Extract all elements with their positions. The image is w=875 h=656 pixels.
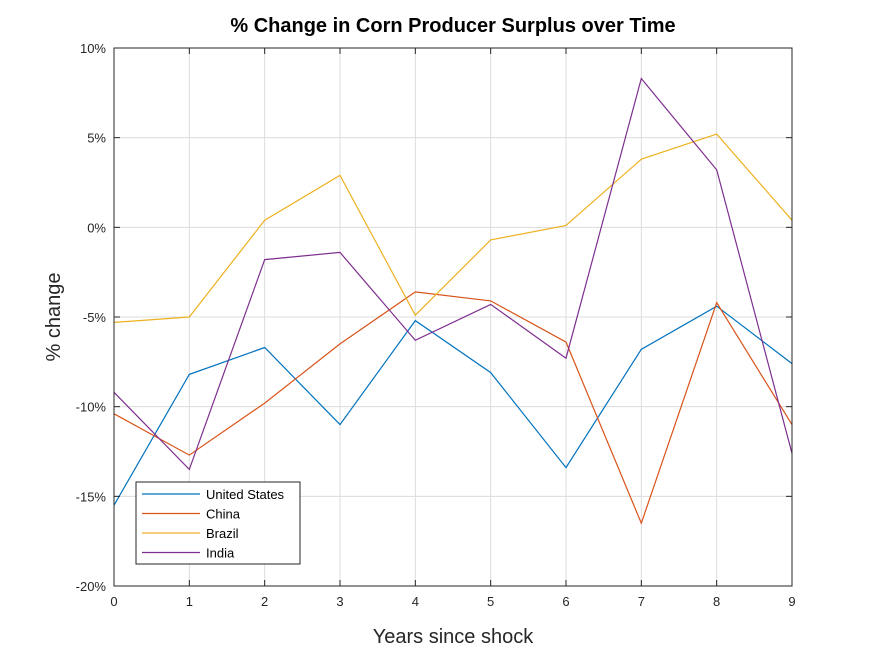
series-line-united-states bbox=[113, 305, 793, 506]
x-tick-label: 7 bbox=[638, 594, 645, 609]
x-tick-label: 5 bbox=[487, 594, 494, 609]
legend-label-united-states: United States bbox=[206, 487, 285, 502]
chart-title: % Change in Corn Producer Surplus over T… bbox=[230, 15, 675, 37]
x-tick-label: 3 bbox=[336, 594, 343, 609]
x-tick-label: 2 bbox=[261, 594, 268, 609]
series-line-brazil bbox=[113, 133, 793, 323]
y-axis-label: % change bbox=[43, 273, 65, 362]
y-tick-label: 10% bbox=[80, 41, 106, 56]
ticks: 0 1 2 3 4 5 6 7 8 9 -20% -15% -10% -5% 0% 5% 10% bbox=[76, 41, 796, 609]
legend-label-china: China bbox=[206, 507, 241, 522]
y-tick-label: 5% bbox=[87, 131, 106, 146]
series-lines bbox=[113, 77, 793, 525]
series-line-india bbox=[113, 77, 793, 471]
series-line-china bbox=[113, 291, 793, 525]
legend-label-india: India bbox=[206, 546, 235, 561]
y-tick-label: 0% bbox=[87, 220, 106, 235]
x-tick-label: 9 bbox=[788, 594, 795, 609]
y-tick-label: -5% bbox=[83, 310, 107, 325]
legend-box bbox=[135, 481, 301, 565]
x-tick-label: 0 bbox=[110, 594, 117, 609]
x-tick-label: 8 bbox=[713, 594, 720, 609]
legend: United States China Brazil India bbox=[135, 481, 301, 565]
y-tick-label: -10% bbox=[76, 400, 107, 415]
x-tick-label: 4 bbox=[412, 594, 419, 609]
x-tick-label: 1 bbox=[186, 594, 193, 609]
legend-label-brazil: Brazil bbox=[206, 526, 239, 541]
y-tick-label: -15% bbox=[76, 489, 107, 504]
x-axis-label: Years since shock bbox=[373, 626, 534, 648]
x-tick-label: 6 bbox=[562, 594, 569, 609]
y-tick-label: -20% bbox=[76, 579, 107, 594]
